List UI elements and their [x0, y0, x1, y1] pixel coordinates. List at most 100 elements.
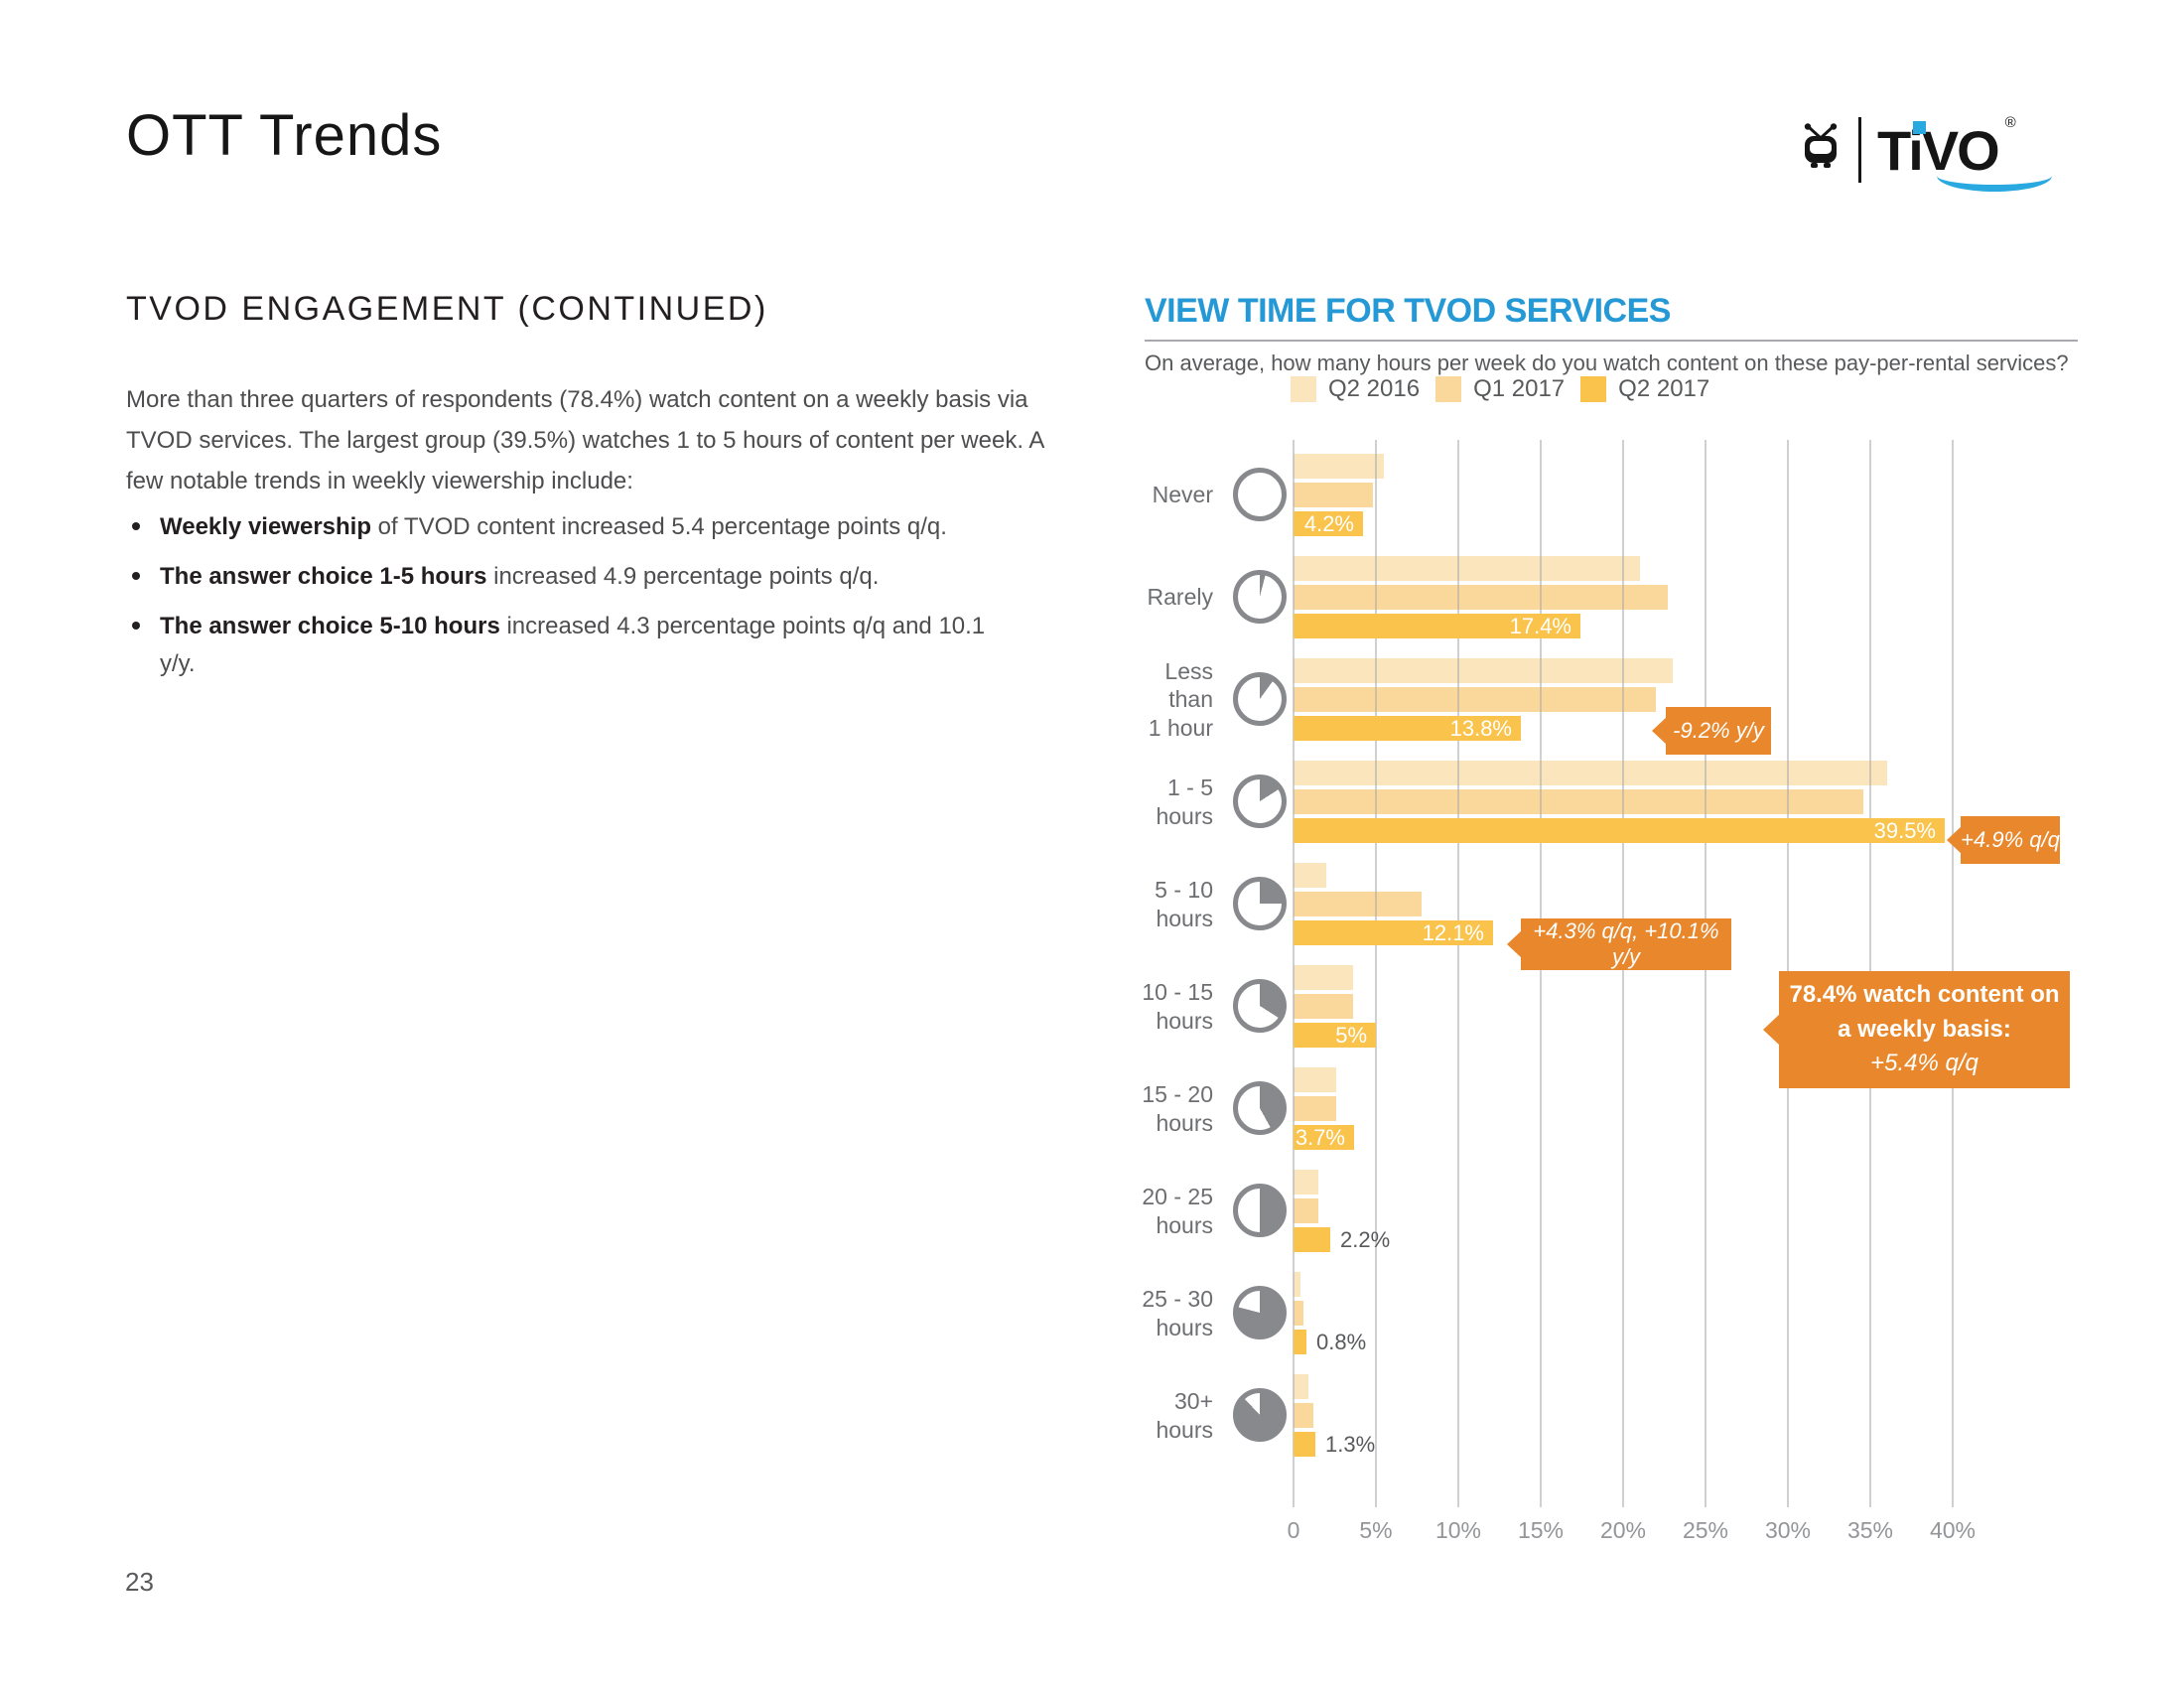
bar-q2-2016	[1294, 1170, 1318, 1195]
change-callout: -9.2% y/y	[1666, 707, 1771, 755]
bar-q2-2016	[1294, 965, 1353, 990]
bar-q1-2017	[1294, 1403, 1313, 1428]
legend-label: Q1 2017	[1473, 375, 1566, 402]
bar-value-label: 1.3%	[1325, 1432, 1376, 1457]
chart-subtitle: On average, how many hours per week do y…	[1145, 351, 2069, 375]
bar-q1-2017	[1294, 687, 1656, 712]
intro-paragraph: More than three quarters of respondents …	[126, 386, 1044, 494]
x-axis-tick: 10%	[1434, 1517, 1482, 1543]
bar-q2-2016	[1294, 1272, 1300, 1297]
page-title: OTT Trends	[126, 103, 443, 168]
section-heading: TVOD ENGAGEMENT (CONTINUED)	[126, 290, 768, 328]
category-label: Never	[1152, 482, 1213, 508]
bar-q2-2016	[1294, 863, 1326, 888]
legend-swatch-icon	[1580, 376, 1607, 402]
summary-callout: 78.4% watch content on a weekly basis: +5.…	[1779, 971, 2070, 1088]
bar-q1-2017	[1294, 1096, 1336, 1121]
clock-pie-icon	[1233, 468, 1287, 521]
bar-q1-2017	[1294, 1198, 1318, 1223]
bullet-bold-text: The answer choice 1-5 hours	[160, 563, 487, 591]
clock-pie-icon	[1233, 877, 1287, 930]
bar-q2-2017: 4.2%	[1294, 511, 1363, 536]
x-axis-tick: 40%	[1929, 1517, 1977, 1543]
bullet-text: increased 4.9 percentage points q/q.	[486, 563, 880, 591]
bar-q1-2017	[1294, 789, 1863, 814]
tivo-i-dot-icon	[1913, 120, 1926, 134]
x-axis-tick: 5%	[1359, 1517, 1393, 1543]
summary-line: 78.4% watch content on	[1789, 980, 2060, 1008]
clock-pie-icon	[1233, 672, 1287, 726]
legend-swatch-icon	[1435, 376, 1462, 402]
gridline	[1540, 440, 1542, 1507]
category-label: 25 - 30 hours	[1142, 1286, 1213, 1340]
tivo-wordmark-text: TiVO	[1877, 118, 2000, 182]
tivo-logo: TiVO ®	[1799, 114, 2052, 192]
summary-line: a weekly basis:	[1838, 1015, 2011, 1043]
bar-q2-2017: 3.7%	[1294, 1125, 1354, 1150]
page-number: 23	[125, 1567, 154, 1597]
x-axis-tick: 15%	[1517, 1517, 1565, 1543]
clock-pie-icon	[1233, 1184, 1287, 1237]
bullet-bold-text: Weekly viewership	[160, 513, 371, 540]
legend-item: Q1 2017	[1435, 375, 1565, 403]
gridline	[1457, 440, 1459, 1507]
bar-q1-2017	[1294, 1301, 1303, 1326]
category-label: 10 - 15 hours	[1142, 979, 1213, 1034]
clock-pie-icon	[1233, 1286, 1287, 1339]
bar-q1-2017	[1294, 994, 1353, 1019]
bullet-item: The answer choice 1-5 hours increased 4.…	[132, 558, 1014, 595]
bar-q2-2016	[1294, 1067, 1336, 1092]
x-axis-tick: 35%	[1846, 1517, 1894, 1543]
tivo-wordmark: TiVO ®	[1877, 114, 2052, 192]
category-label: Rarely	[1147, 584, 1213, 611]
bar-value-label: 13.8%	[1449, 716, 1512, 741]
bar-q2-2016	[1294, 658, 1673, 683]
change-callout: +4.3% q/q, +10.1% y/y	[1521, 918, 1731, 970]
tivo-mascot-icon	[1799, 122, 1843, 178]
bar-value-label: 12.1%	[1422, 920, 1484, 945]
clock-pie-icon	[1233, 1081, 1287, 1135]
legend-label: Q2 2016	[1328, 375, 1421, 402]
change-callout: +4.9% q/q	[1961, 816, 2060, 864]
registered-mark: ®	[2004, 113, 2016, 131]
bar-q2-2017: 39.5%	[1294, 818, 1945, 843]
legend-item: Q2 2017	[1580, 375, 1709, 403]
chart-legend: Q2 2016 Q1 2017 Q2 2017	[1291, 375, 1709, 403]
gridline	[1375, 440, 1377, 1507]
category-label: Less than 1 hour	[1148, 658, 1213, 741]
bar-value-label: 2.2%	[1340, 1227, 1391, 1252]
bar-q1-2017	[1294, 585, 1668, 610]
bar-q2-2016	[1294, 761, 1887, 785]
x-axis-tick: 25%	[1682, 1517, 1729, 1543]
bar-value-label: 4.2%	[1303, 511, 1354, 536]
category-label: 5 - 10 hours	[1155, 877, 1213, 931]
chart-header: VIEW TIME FOR TVOD SERVICES On average, …	[1145, 292, 2078, 376]
bar-value-label: 17.4%	[1509, 614, 1571, 638]
bullet-item: Weekly viewership of TVOD content increa…	[132, 508, 1014, 545]
chart-title: VIEW TIME FOR TVOD SERVICES	[1145, 292, 1671, 330]
gridline	[1622, 440, 1624, 1507]
gridline	[1293, 440, 1295, 1507]
bar-q1-2017	[1294, 892, 1422, 916]
gridline	[1705, 440, 1706, 1507]
clock-pie-icon	[1233, 1388, 1287, 1442]
legend-item: Q2 2016	[1291, 375, 1420, 403]
x-axis-tick: 30%	[1764, 1517, 1812, 1543]
bullet-list: Weekly viewership of TVOD content increa…	[132, 508, 1014, 695]
clock-pie-icon	[1233, 570, 1287, 624]
category-label: 20 - 25 hours	[1142, 1184, 1213, 1238]
bar-q1-2017	[1294, 483, 1373, 507]
bar-q2-2017: 5%	[1294, 1023, 1376, 1048]
category-label: 1 - 5 hours	[1156, 774, 1213, 829]
tivo-smile-icon	[1937, 174, 2052, 192]
bar-value-label: 3.7%	[1295, 1125, 1345, 1150]
bar-q2-2017: 13.8%	[1294, 716, 1521, 741]
bar-q2-2017	[1294, 1227, 1330, 1252]
bar-value-label: 0.8%	[1316, 1330, 1367, 1354]
bar-q2-2016	[1294, 1374, 1308, 1399]
bar-q2-2016	[1294, 556, 1640, 581]
summary-line: +5.4% q/q	[1870, 1050, 1979, 1077]
x-axis-tick: 20%	[1599, 1517, 1647, 1543]
legend-swatch-icon	[1291, 376, 1316, 402]
bullet-item: The answer choice 5-10 hours increased 4…	[132, 608, 1014, 681]
